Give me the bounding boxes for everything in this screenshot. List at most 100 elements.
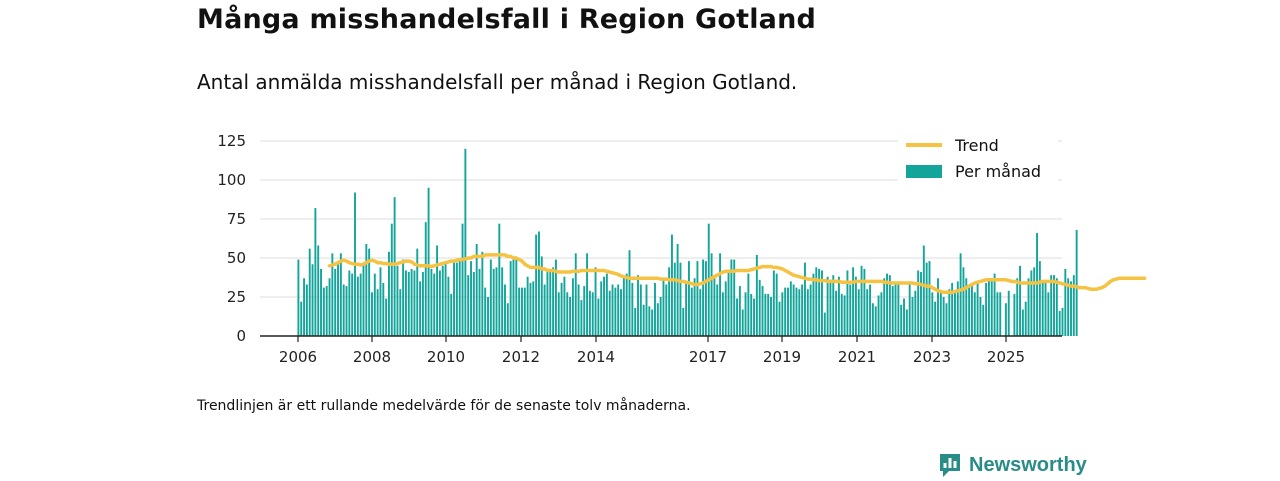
bar[interactable]	[489, 259, 492, 336]
bar[interactable]	[914, 290, 917, 336]
bar[interactable]	[741, 309, 744, 336]
bar[interactable]	[518, 287, 521, 336]
bar[interactable]	[334, 268, 337, 336]
bar[interactable]	[396, 265, 399, 336]
bar[interactable]	[982, 304, 985, 336]
bar[interactable]	[421, 272, 424, 336]
bar[interactable]	[416, 248, 419, 336]
bar[interactable]	[532, 281, 535, 336]
bar[interactable]	[388, 251, 390, 336]
bar[interactable]	[574, 253, 577, 336]
bar[interactable]	[690, 287, 693, 336]
bar[interactable]	[1072, 275, 1075, 336]
bar[interactable]	[385, 298, 388, 336]
bar[interactable]	[611, 284, 614, 336]
bar[interactable]	[903, 298, 905, 336]
bar[interactable]	[461, 223, 464, 336]
bar[interactable]	[792, 284, 795, 336]
bar[interactable]	[614, 287, 617, 336]
trend-line[interactable]	[327, 253, 1147, 295]
bar[interactable]	[1044, 281, 1047, 336]
bar[interactable]	[1030, 270, 1033, 336]
bar[interactable]	[951, 282, 954, 336]
bar[interactable]	[1041, 282, 1044, 336]
bar[interactable]	[866, 289, 869, 336]
bar[interactable]	[501, 267, 504, 336]
bar[interactable]	[920, 272, 922, 336]
bar[interactable]	[787, 287, 789, 336]
bar[interactable]	[328, 278, 331, 336]
bar[interactable]	[402, 259, 405, 336]
bar[interactable]	[320, 268, 322, 336]
bar[interactable]	[826, 276, 829, 336]
bar[interactable]	[671, 234, 673, 336]
bar[interactable]	[580, 300, 583, 336]
bar[interactable]	[628, 250, 631, 336]
bar[interactable]	[716, 284, 719, 336]
bar[interactable]	[608, 290, 611, 336]
bar[interactable]	[883, 278, 886, 336]
bar[interactable]	[467, 275, 470, 336]
bar[interactable]	[651, 309, 654, 336]
bar[interactable]	[455, 262, 458, 336]
bar[interactable]	[654, 282, 656, 336]
bar[interactable]	[954, 292, 956, 336]
bar[interactable]	[583, 286, 586, 336]
bar[interactable]	[535, 234, 538, 336]
bar[interactable]	[393, 197, 396, 336]
bar[interactable]	[806, 289, 809, 336]
bar[interactable]	[342, 284, 345, 336]
bar[interactable]	[761, 286, 764, 336]
bar[interactable]	[888, 275, 891, 336]
bar[interactable]	[758, 279, 761, 336]
bar[interactable]	[699, 289, 702, 336]
bar[interactable]	[996, 292, 999, 336]
bar[interactable]	[812, 273, 815, 336]
bar[interactable]	[750, 293, 753, 336]
bar[interactable]	[801, 284, 804, 336]
newsworthy-logo[interactable]: Newsworthy	[938, 449, 1087, 481]
bar[interactable]	[784, 287, 787, 336]
bar[interactable]	[597, 298, 600, 336]
bar[interactable]	[999, 292, 1002, 336]
bar[interactable]	[925, 262, 928, 336]
bar[interactable]	[591, 292, 594, 336]
bar[interactable]	[351, 273, 354, 336]
bar[interactable]	[959, 253, 962, 336]
bar[interactable]	[939, 290, 942, 336]
bar[interactable]	[772, 270, 775, 336]
bar[interactable]	[430, 268, 433, 336]
bar[interactable]	[956, 281, 959, 336]
bar[interactable]	[549, 272, 552, 336]
bar[interactable]	[931, 292, 934, 336]
bar[interactable]	[588, 290, 591, 336]
bar[interactable]	[617, 284, 620, 336]
bar[interactable]	[552, 267, 555, 336]
bar[interactable]	[546, 272, 549, 336]
bar[interactable]	[846, 270, 849, 336]
bar[interactable]	[656, 303, 659, 336]
bar[interactable]	[311, 264, 314, 336]
bar[interactable]	[973, 292, 976, 336]
bar[interactable]	[441, 265, 444, 336]
bar[interactable]	[325, 286, 328, 336]
bar[interactable]	[863, 268, 866, 336]
bar[interactable]	[908, 284, 911, 336]
bar[interactable]	[407, 272, 410, 336]
bar[interactable]	[798, 289, 801, 336]
bar[interactable]	[804, 262, 806, 336]
bar[interactable]	[356, 276, 359, 336]
bar[interactable]	[563, 276, 566, 336]
bar[interactable]	[557, 292, 560, 336]
bar[interactable]	[1058, 311, 1061, 336]
bar[interactable]	[515, 256, 518, 336]
bar[interactable]	[702, 259, 705, 336]
bar[interactable]	[843, 295, 846, 336]
bar[interactable]	[891, 286, 894, 336]
bar[interactable]	[860, 265, 863, 336]
bar[interactable]	[637, 275, 639, 336]
bar[interactable]	[934, 301, 937, 336]
bar[interactable]	[348, 270, 351, 336]
bar[interactable]	[622, 276, 625, 336]
bar[interactable]	[945, 303, 948, 336]
